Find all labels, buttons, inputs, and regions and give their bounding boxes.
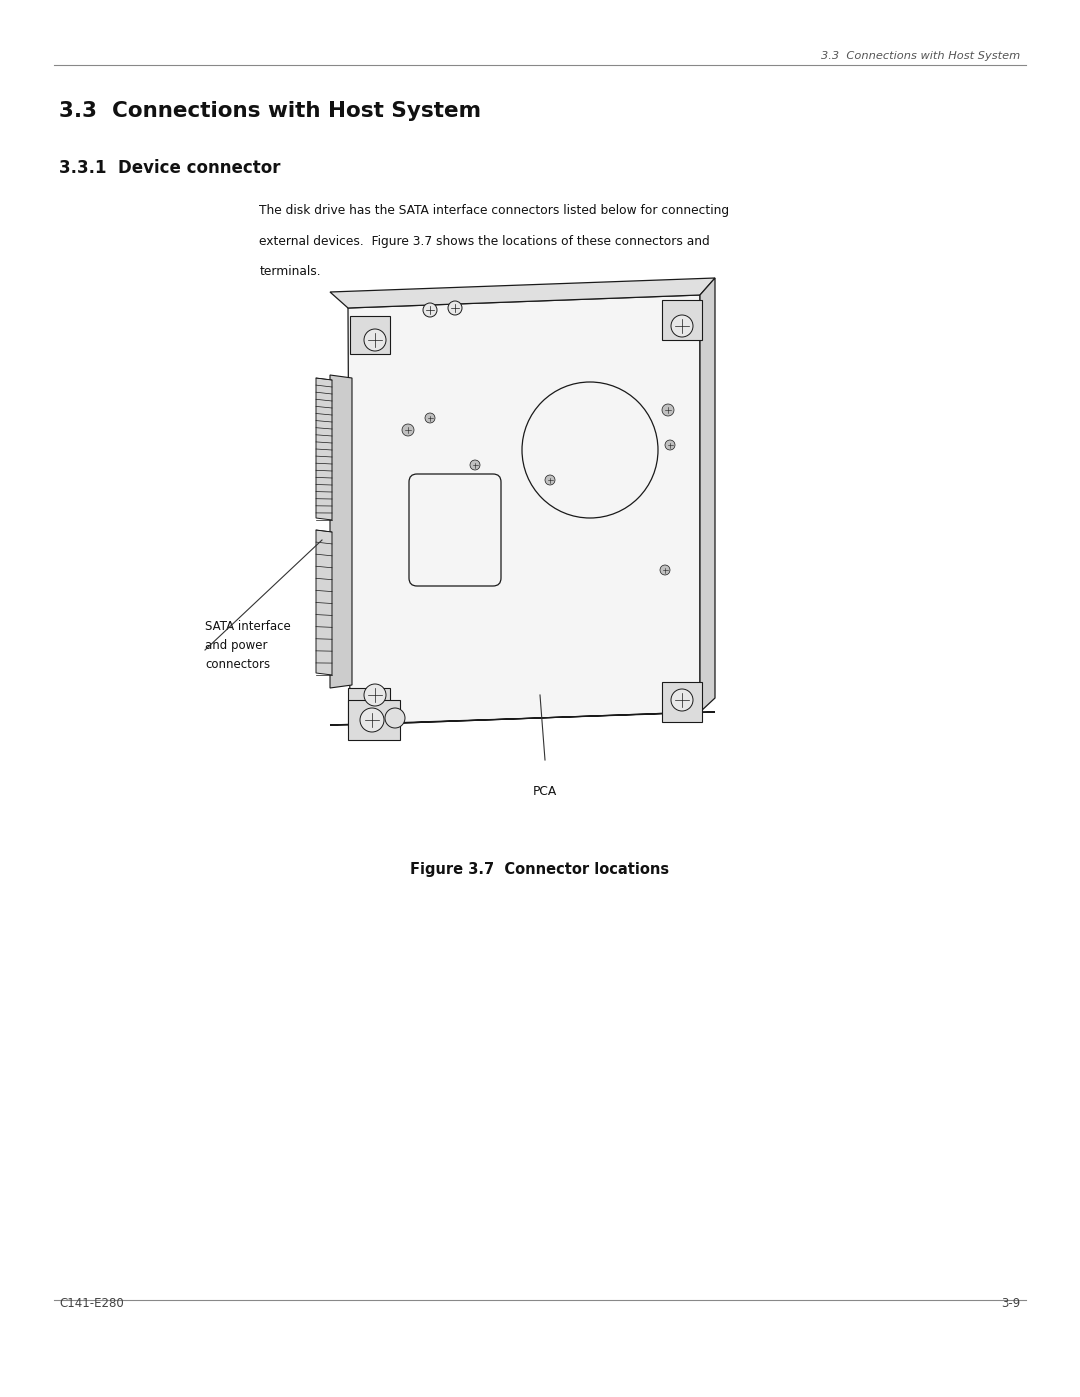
Polygon shape [662, 682, 702, 722]
Polygon shape [700, 278, 715, 712]
Polygon shape [316, 379, 332, 520]
Circle shape [426, 414, 435, 423]
Text: external devices.  Figure 3.7 shows the locations of these connectors and: external devices. Figure 3.7 shows the l… [259, 235, 710, 247]
Polygon shape [348, 687, 390, 728]
Circle shape [364, 685, 386, 705]
Text: The disk drive has the SATA interface connectors listed below for connecting: The disk drive has the SATA interface co… [259, 204, 729, 217]
Polygon shape [330, 712, 715, 725]
Circle shape [470, 460, 480, 469]
Text: SATA interface
and power
connectors: SATA interface and power connectors [205, 620, 291, 671]
Polygon shape [330, 278, 715, 307]
Text: 3-9: 3-9 [1001, 1298, 1021, 1310]
Circle shape [671, 314, 693, 337]
Circle shape [448, 300, 462, 314]
Text: 3.3  Connections with Host System: 3.3 Connections with Host System [822, 50, 1021, 61]
Text: terminals.: terminals. [259, 265, 321, 278]
Circle shape [665, 440, 675, 450]
Circle shape [660, 564, 670, 576]
Text: 3.3.1  Device connector: 3.3.1 Device connector [59, 159, 281, 177]
Text: 3.3  Connections with Host System: 3.3 Connections with Host System [59, 101, 482, 120]
Circle shape [364, 330, 386, 351]
Circle shape [384, 708, 405, 728]
Polygon shape [348, 700, 400, 740]
Text: Figure 3.7  Connector locations: Figure 3.7 Connector locations [410, 862, 670, 877]
Polygon shape [348, 295, 700, 725]
Circle shape [402, 425, 414, 436]
Circle shape [671, 689, 693, 711]
Polygon shape [350, 316, 390, 353]
Polygon shape [330, 374, 352, 687]
Text: PCA: PCA [532, 785, 557, 798]
Circle shape [423, 303, 437, 317]
Polygon shape [316, 529, 332, 675]
Text: C141-E280: C141-E280 [59, 1298, 124, 1310]
Circle shape [360, 708, 384, 732]
Polygon shape [662, 300, 702, 339]
Circle shape [662, 404, 674, 416]
Circle shape [545, 475, 555, 485]
